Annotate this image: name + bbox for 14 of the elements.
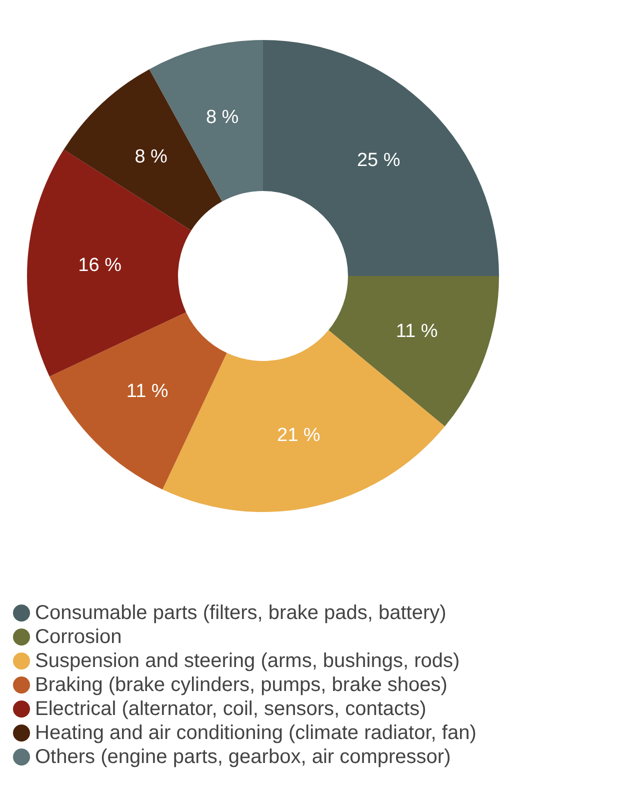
data-label: 16 % bbox=[78, 255, 122, 276]
legend-label: Electrical (alternator, coil, sensors, contacts) bbox=[35, 698, 426, 720]
data-label: 11 % bbox=[126, 381, 168, 402]
data-label: 25 % bbox=[356, 150, 400, 171]
data-label: 11 % bbox=[396, 320, 438, 342]
legend-label: Corrosion bbox=[35, 626, 122, 648]
legend-label: Heating and air conditioning (climate radiator, fan) bbox=[35, 722, 476, 744]
legend-label: Consumable parts (filters, brake pads, battery) bbox=[35, 602, 446, 624]
legend-label: Braking (brake cylinders, pumps, brake shoes) bbox=[35, 674, 448, 696]
data-label: 21 % bbox=[277, 425, 320, 446]
data-label: 8 % bbox=[206, 107, 239, 128]
legend-label: Suspension and steering (arms, bushings, rods) bbox=[35, 650, 460, 672]
data-label: 8 % bbox=[134, 146, 168, 168]
legend-label: Others (engine parts, gearbox, air compressor) bbox=[35, 746, 451, 768]
